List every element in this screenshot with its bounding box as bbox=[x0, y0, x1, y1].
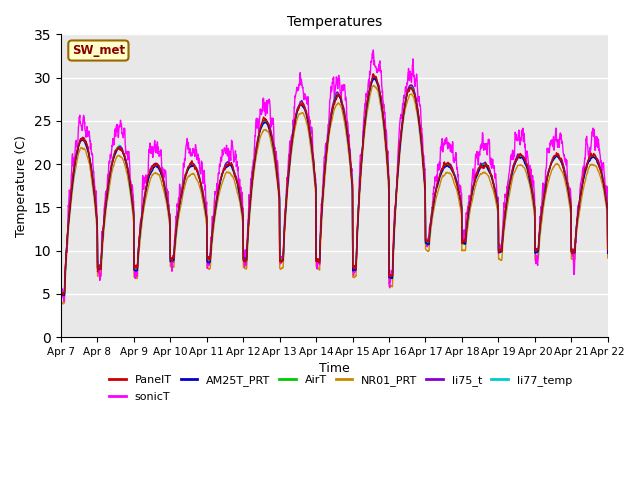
AM25T_PRT bbox=[323, 144, 331, 149]
sonicT bbox=[57, 287, 65, 293]
NR01_PRT bbox=[57, 299, 65, 304]
li77_temp bbox=[488, 176, 496, 181]
Line: sonicT: sonicT bbox=[61, 50, 608, 301]
li75_t bbox=[589, 155, 596, 160]
li75_t bbox=[58, 290, 66, 296]
sonicT bbox=[60, 299, 68, 304]
PanelT bbox=[59, 292, 67, 298]
Line: AM25T_PRT: AM25T_PRT bbox=[61, 78, 608, 295]
sonicT bbox=[604, 239, 612, 245]
li77_temp bbox=[323, 142, 331, 148]
Line: li75_t: li75_t bbox=[61, 76, 608, 293]
li75_t bbox=[488, 175, 496, 180]
li75_t bbox=[323, 143, 331, 149]
AirT bbox=[589, 153, 596, 159]
li75_t bbox=[604, 247, 612, 253]
AM25T_PRT bbox=[85, 153, 93, 159]
AM25T_PRT bbox=[589, 154, 596, 160]
AirT bbox=[57, 291, 65, 297]
li77_temp bbox=[308, 150, 316, 156]
NR01_PRT bbox=[589, 162, 596, 168]
li75_t bbox=[371, 73, 378, 79]
NR01_PRT bbox=[323, 151, 331, 156]
Line: NR01_PRT: NR01_PRT bbox=[61, 85, 608, 304]
li77_temp bbox=[58, 291, 65, 297]
NR01_PRT bbox=[588, 162, 596, 168]
li77_temp bbox=[604, 248, 612, 253]
li75_t bbox=[85, 152, 93, 158]
NR01_PRT bbox=[370, 83, 378, 88]
sonicT bbox=[369, 47, 377, 53]
li75_t bbox=[308, 148, 316, 154]
AM25T_PRT bbox=[588, 154, 596, 160]
Line: PanelT: PanelT bbox=[61, 74, 608, 295]
AM25T_PRT bbox=[60, 292, 68, 298]
sonicT bbox=[308, 139, 316, 145]
X-axis label: Time: Time bbox=[319, 362, 349, 375]
AM25T_PRT bbox=[488, 176, 496, 182]
AirT bbox=[604, 249, 612, 254]
li77_temp bbox=[57, 291, 65, 297]
li75_t bbox=[57, 290, 65, 296]
Text: SW_met: SW_met bbox=[72, 44, 125, 57]
PanelT bbox=[323, 144, 331, 150]
PanelT bbox=[589, 153, 596, 159]
sonicT bbox=[589, 130, 596, 136]
Line: AirT: AirT bbox=[61, 79, 608, 295]
Y-axis label: Temperature (C): Temperature (C) bbox=[15, 135, 28, 237]
AirT bbox=[61, 292, 68, 298]
PanelT bbox=[308, 150, 316, 156]
li77_temp bbox=[370, 72, 378, 78]
Legend: sonicT: sonicT bbox=[105, 387, 175, 406]
PanelT bbox=[588, 154, 596, 159]
sonicT bbox=[488, 161, 496, 167]
NR01_PRT bbox=[308, 160, 316, 166]
AirT bbox=[372, 76, 380, 82]
NR01_PRT bbox=[60, 301, 67, 307]
li77_temp bbox=[85, 152, 93, 157]
PanelT bbox=[57, 290, 65, 296]
AirT bbox=[85, 153, 93, 158]
NR01_PRT bbox=[85, 160, 93, 166]
NR01_PRT bbox=[488, 184, 496, 190]
AM25T_PRT bbox=[604, 251, 612, 256]
AM25T_PRT bbox=[308, 150, 316, 156]
sonicT bbox=[85, 130, 93, 135]
AirT bbox=[488, 175, 496, 180]
AM25T_PRT bbox=[371, 75, 378, 81]
Title: Temperatures: Temperatures bbox=[287, 15, 382, 29]
li77_temp bbox=[589, 153, 596, 158]
Line: li77_temp: li77_temp bbox=[61, 75, 608, 294]
AirT bbox=[323, 144, 331, 149]
PanelT bbox=[85, 152, 93, 158]
PanelT bbox=[604, 247, 612, 252]
NR01_PRT bbox=[604, 255, 612, 261]
AirT bbox=[308, 152, 316, 157]
sonicT bbox=[588, 129, 596, 135]
PanelT bbox=[488, 173, 496, 179]
AM25T_PRT bbox=[57, 292, 65, 298]
PanelT bbox=[370, 71, 378, 77]
AirT bbox=[588, 153, 596, 159]
sonicT bbox=[323, 138, 331, 144]
li77_temp bbox=[588, 153, 596, 159]
li75_t bbox=[588, 155, 596, 160]
